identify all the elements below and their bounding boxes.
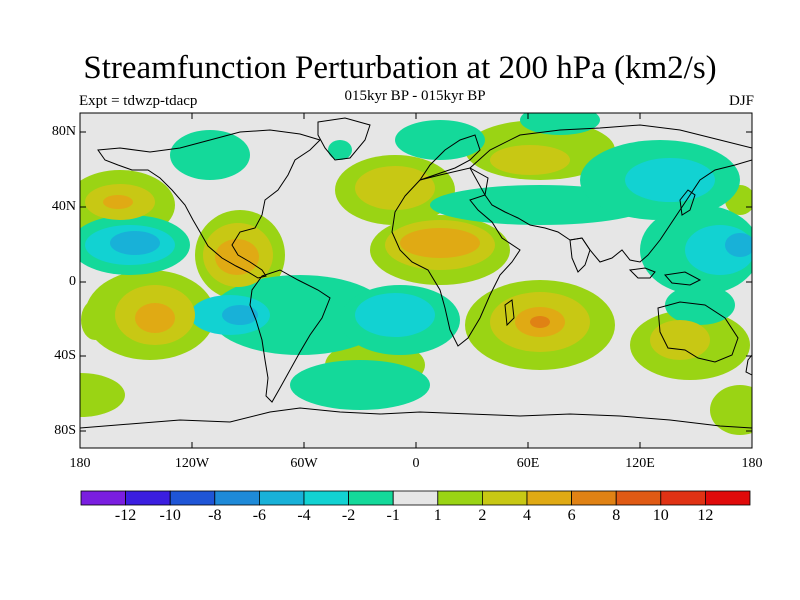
ticks: [80, 113, 752, 448]
colorbar-box-11: [571, 490, 617, 506]
lat-label-40n: 40N: [51, 199, 76, 214]
colorbar-label: 8: [612, 507, 621, 524]
chart-subtitle: 015kyr BP - 015kyr BP: [344, 88, 486, 104]
colorbar-label: 2: [478, 507, 487, 524]
colorbar-label: 1: [433, 507, 442, 524]
colorbar-label: -2: [341, 507, 356, 524]
colorbar-box-6: [348, 490, 394, 506]
colorbar-label: -8: [208, 507, 222, 524]
colorbar-box-9: [481, 490, 528, 506]
lon-label-120e: 120E: [625, 456, 655, 471]
colorbar-label: 6: [567, 507, 576, 524]
colorbar-box-1: [125, 490, 171, 506]
lon-label-180e: 180: [741, 456, 763, 471]
colorbar-box-2: [169, 490, 216, 506]
colorbar-box-0: [80, 490, 126, 506]
experiment-label: Expt = tdwzp-tdacp: [79, 93, 198, 109]
colorbar-box-4: [258, 490, 305, 506]
colorbar-box-7: [392, 490, 439, 506]
season-label: DJF: [728, 93, 754, 109]
colorbar: [80, 490, 751, 506]
colorbar-label: -12: [114, 507, 137, 524]
colorbar-box-10: [526, 490, 572, 506]
lon-label-180w: 180: [69, 456, 91, 471]
lon-label-60e: 60E: [516, 456, 540, 471]
colorbar-label: 10: [652, 507, 669, 524]
lat-label-80s: 80S: [54, 423, 76, 438]
colorbar-label: -4: [297, 507, 311, 524]
colorbar-label: 12: [697, 507, 714, 524]
lon-label-120w: 120W: [174, 456, 210, 471]
lat-label-0: 0: [69, 274, 76, 289]
chart-title: Streamfunction Perturbation at 200 hPa (…: [83, 50, 717, 86]
colorbar-box-8: [437, 490, 483, 506]
colorbar-box-14: [705, 490, 751, 506]
lon-label-60w: 60W: [290, 456, 318, 471]
lat-label-80n: 80N: [51, 124, 76, 139]
colorbar-box-13: [660, 490, 706, 506]
colorbar-label: -1: [386, 507, 400, 524]
colorbar-box-12: [615, 490, 662, 506]
field-layer: [80, 113, 752, 448]
lat-label-40s: 40S: [54, 348, 76, 363]
colorbar-label: 4: [523, 507, 531, 524]
coastlines: [80, 117, 752, 429]
colorbar-box-5: [303, 490, 349, 506]
lon-label-0: 0: [412, 456, 420, 471]
colorbar-label: -10: [159, 507, 181, 524]
colorbar-box-3: [214, 490, 260, 506]
colorbar-label: -6: [252, 507, 267, 524]
